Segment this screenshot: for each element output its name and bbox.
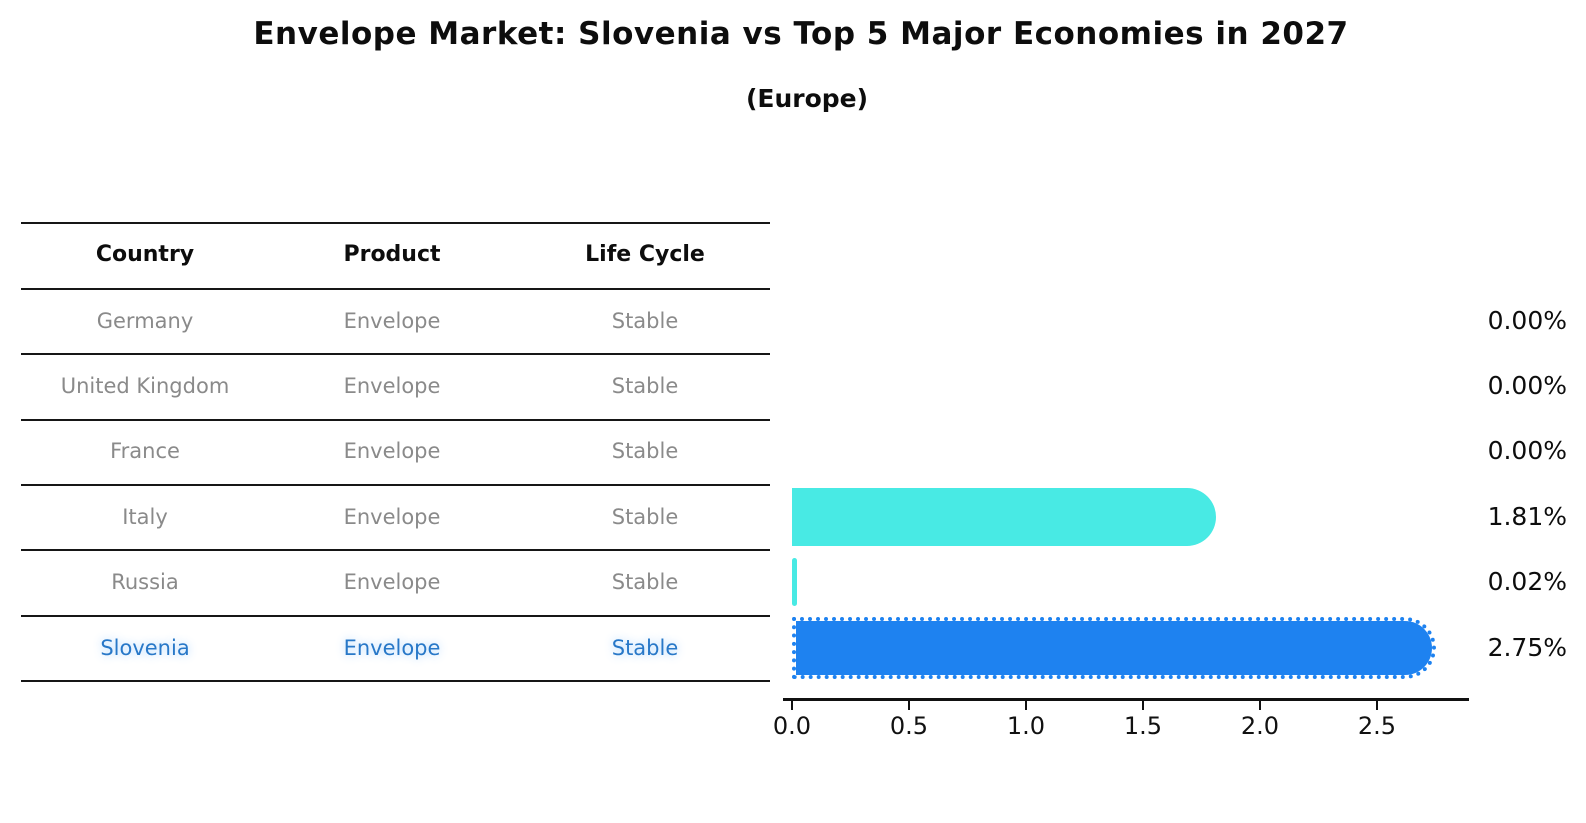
table-header-life-cycle: Life Cycle [585, 242, 705, 267]
cell-country: Italy [122, 505, 168, 529]
cell-product: Envelope [343, 505, 441, 529]
table-rule [21, 288, 770, 290]
bar-value-label: 0.00% [1487, 371, 1567, 400]
cell-country: Russia [111, 570, 179, 594]
table-rule [21, 419, 770, 421]
cell-product: Envelope [343, 439, 441, 463]
x-axis-tick-label: 2.5 [1357, 712, 1397, 740]
x-axis-tick-label: 2.0 [1240, 712, 1280, 740]
cell-life-cycle: Stable [611, 636, 679, 660]
table-rule [21, 680, 770, 682]
table-rule [21, 615, 770, 617]
cell-life-cycle: Stable [611, 439, 679, 463]
x-axis-tick-label: 1.0 [1006, 712, 1046, 740]
cell-country: Slovenia [100, 636, 190, 660]
x-axis-tick [1025, 700, 1027, 710]
cell-country: Germany [96, 309, 194, 333]
table-rule [21, 549, 770, 551]
bar-value-label: 0.00% [1487, 306, 1567, 335]
cell-country: France [110, 439, 180, 463]
bar-italy [792, 487, 1216, 546]
cell-product: Envelope [343, 570, 441, 594]
x-axis-tick-label: 0.5 [889, 712, 929, 740]
x-axis-tick [791, 700, 793, 710]
table-header-country: Country [95, 242, 195, 267]
bar-slovenia [792, 616, 1436, 679]
cell-life-cycle: Stable [611, 309, 679, 333]
cell-life-cycle: Stable [611, 570, 679, 594]
bar-value-label: 0.02% [1487, 567, 1567, 596]
chart-title: Envelope Market: Slovenia vs Top 5 Major… [253, 16, 1349, 52]
x-axis-tick [908, 700, 910, 710]
cell-product: Envelope [343, 636, 441, 660]
bar-value-label: 2.75% [1487, 633, 1567, 662]
table-rule [21, 222, 770, 224]
x-axis-tick [1142, 700, 1144, 710]
chart-subtitle: (Europe) [745, 84, 869, 113]
cell-life-cycle: Stable [611, 505, 679, 529]
table-rule [21, 484, 770, 486]
bar-russia [792, 558, 797, 607]
table-rule [21, 353, 770, 355]
cell-product: Envelope [343, 309, 441, 333]
table-header-product: Product [343, 242, 441, 267]
x-axis-tick [1259, 700, 1261, 710]
cell-country: United Kingdom [60, 374, 230, 398]
x-axis-line [783, 698, 1469, 701]
bar-value-label: 1.81% [1487, 502, 1567, 531]
cell-life-cycle: Stable [611, 374, 679, 398]
cell-product: Envelope [343, 374, 441, 398]
bar-value-label: 0.00% [1487, 436, 1567, 465]
x-axis-tick-label: 1.5 [1123, 712, 1163, 740]
x-axis-tick [1376, 700, 1378, 710]
x-axis-tick-label: 0.0 [772, 712, 812, 740]
